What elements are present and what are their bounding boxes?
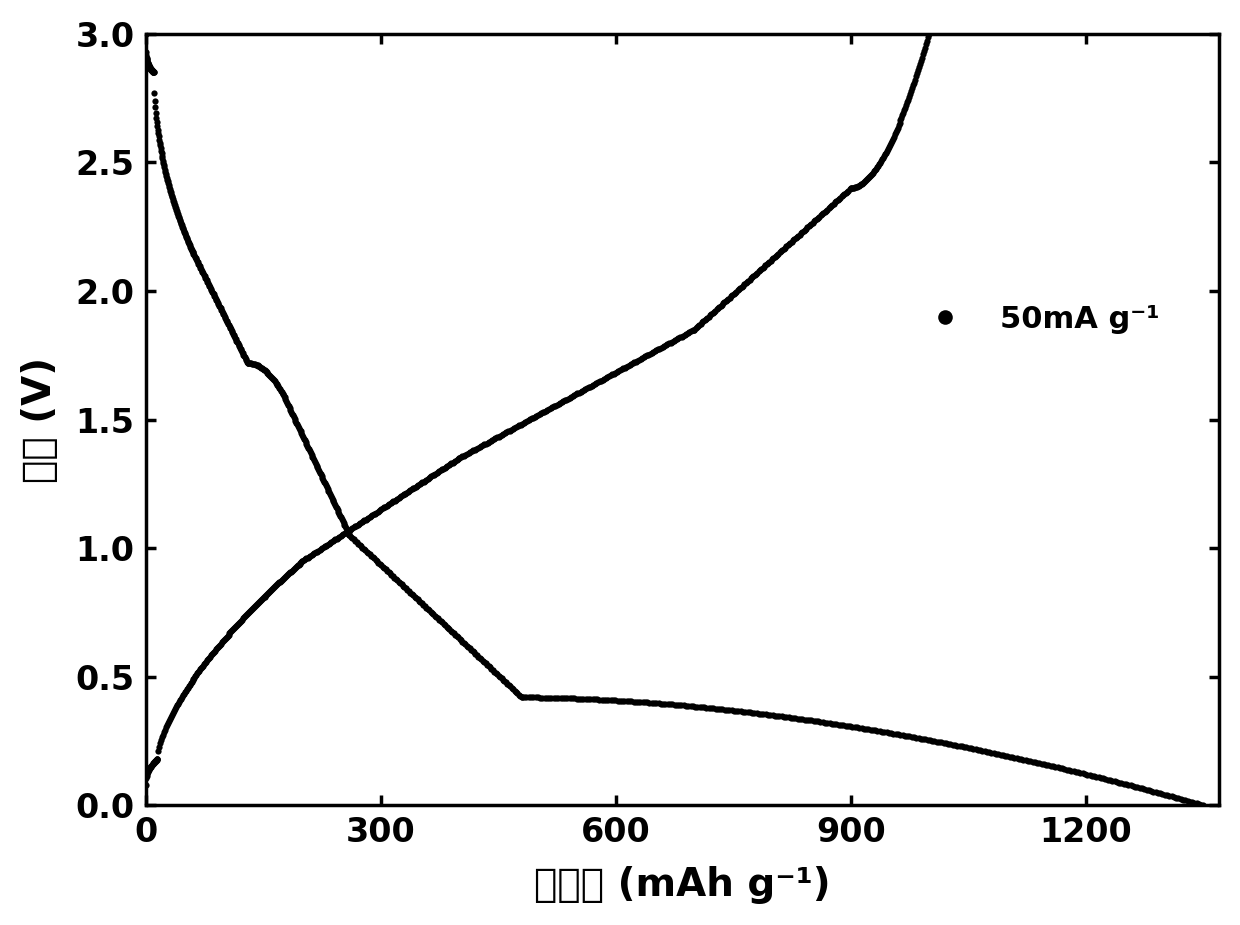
Legend: 50mA g⁻¹: 50mA g⁻¹	[901, 292, 1172, 346]
X-axis label: 比容量 (mAh g⁻¹): 比容量 (mAh g⁻¹)	[534, 866, 831, 904]
Y-axis label: 电压 (V): 电压 (V)	[21, 356, 58, 483]
